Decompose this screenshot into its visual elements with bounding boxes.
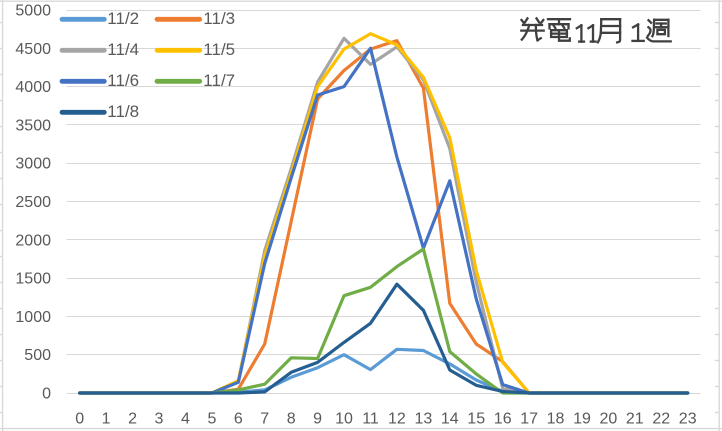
svg-text:0: 0 [75, 411, 84, 428]
svg-text:4500: 4500 [15, 41, 51, 58]
svg-text:12: 12 [388, 411, 406, 428]
svg-text:1000: 1000 [15, 309, 51, 326]
svg-text:6: 6 [234, 411, 243, 428]
svg-text:11/3: 11/3 [203, 9, 235, 28]
svg-text:2: 2 [128, 411, 137, 428]
svg-text:3500: 3500 [15, 117, 51, 134]
svg-text:7: 7 [260, 411, 269, 428]
svg-text:20: 20 [600, 411, 618, 428]
svg-text:2500: 2500 [15, 194, 51, 211]
svg-text:11: 11 [362, 411, 379, 428]
svg-text:11/4: 11/4 [107, 40, 139, 59]
svg-text:10: 10 [335, 411, 353, 428]
svg-text:0: 0 [42, 386, 51, 403]
svg-text:11/6: 11/6 [107, 71, 139, 90]
svg-text:4: 4 [181, 411, 190, 428]
svg-text:15: 15 [467, 411, 485, 428]
svg-text:3000: 3000 [15, 156, 51, 173]
svg-text:11/5: 11/5 [203, 40, 235, 59]
svg-text:22: 22 [652, 411, 670, 428]
svg-text:11/7: 11/7 [203, 71, 235, 90]
svg-text:5000: 5000 [15, 3, 51, 20]
svg-text:500: 500 [24, 347, 51, 364]
svg-text:5: 5 [207, 411, 216, 428]
svg-text:11/2: 11/2 [107, 9, 139, 28]
svg-text:21: 21 [626, 411, 644, 428]
svg-text:16: 16 [494, 411, 512, 428]
svg-text:14: 14 [441, 411, 459, 428]
svg-text:23: 23 [679, 411, 697, 428]
svg-text:18: 18 [547, 411, 565, 428]
svg-text:19: 19 [573, 411, 591, 428]
svg-text:4000: 4000 [15, 79, 51, 96]
svg-text:11/8: 11/8 [107, 102, 139, 121]
svg-text:17: 17 [520, 411, 538, 428]
svg-text:1500: 1500 [15, 271, 51, 288]
svg-text:9: 9 [313, 411, 322, 428]
svg-text:8: 8 [287, 411, 296, 428]
svg-text:13: 13 [415, 411, 433, 428]
svg-text:2000: 2000 [15, 232, 51, 249]
svg-text:1: 1 [102, 411, 111, 428]
svg-text:3: 3 [155, 411, 164, 428]
